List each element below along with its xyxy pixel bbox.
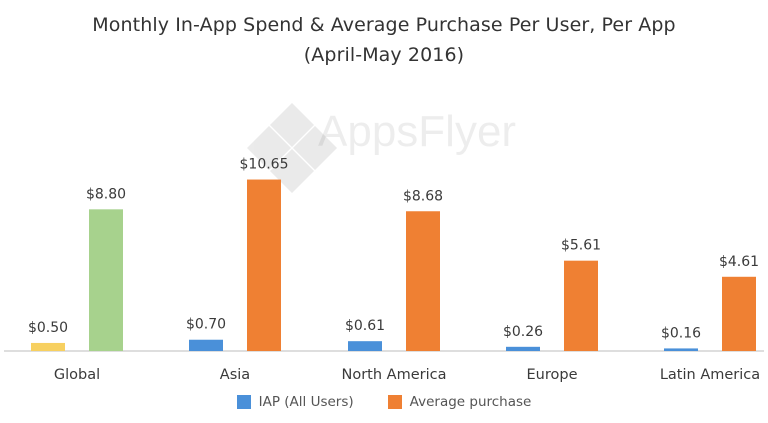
x-tick-label-latin-america: Latin America: [660, 367, 760, 383]
legend-item-average-purchase: Average purchase: [387, 394, 532, 410]
legend-label-iap: IAP (All Users): [258, 394, 354, 410]
data-label-asia-iap: $0.70: [186, 317, 226, 333]
chart-title-block: Monthly In-App Spend & Average Purchase …: [0, 10, 768, 70]
bar-global-iap: [31, 342, 65, 351]
watermark-text: AppsFlyer: [318, 107, 516, 156]
bar-north-america-average-purchase: [406, 211, 440, 351]
bar-north-america-iap: [348, 341, 382, 351]
bar-asia-iap: [189, 339, 223, 351]
bar-europe-iap: [506, 346, 540, 351]
legend-item-iap: IAP (All Users): [236, 394, 354, 410]
data-label-north-america-average-purchase: $8.68: [403, 188, 443, 204]
appsflyer-logo-icon: [247, 103, 337, 193]
data-label-europe-iap: $0.26: [503, 324, 543, 340]
legend-swatch-iap: [236, 395, 251, 409]
bar-latin-america-average-purchase: [722, 276, 756, 351]
data-label-global-iap: $0.50: [28, 320, 68, 336]
x-tick-label-global: Global: [54, 367, 100, 383]
bar-latin-america-iap: [664, 348, 698, 351]
chart-subtitle: (April-May 2016): [303, 44, 465, 66]
data-label-global-average-purchase: $8.80: [86, 186, 126, 202]
data-label-europe-average-purchase: $5.61: [561, 238, 601, 254]
legend-swatch-average-purchase: [387, 395, 402, 409]
x-tick-label-europe: Europe: [527, 367, 578, 383]
data-label-asia-average-purchase: $10.65: [240, 157, 289, 173]
legend: IAP (All Users) Average purchase: [0, 394, 768, 410]
bar-global-average-purchase: [89, 209, 123, 351]
data-label-north-america-iap: $0.61: [345, 318, 385, 334]
x-tick-label-asia: Asia: [220, 367, 250, 383]
bar-asia-average-purchase: [247, 179, 281, 351]
chart-title: Monthly In-App Spend & Average Purchase …: [92, 14, 676, 36]
bar-europe-average-purchase: [564, 260, 598, 351]
x-tick-label-north-america: North America: [342, 367, 447, 383]
data-label-latin-america-iap: $0.16: [661, 325, 701, 341]
legend-label-average-purchase: Average purchase: [409, 394, 532, 410]
data-label-latin-america-average-purchase: $4.61: [719, 254, 759, 270]
